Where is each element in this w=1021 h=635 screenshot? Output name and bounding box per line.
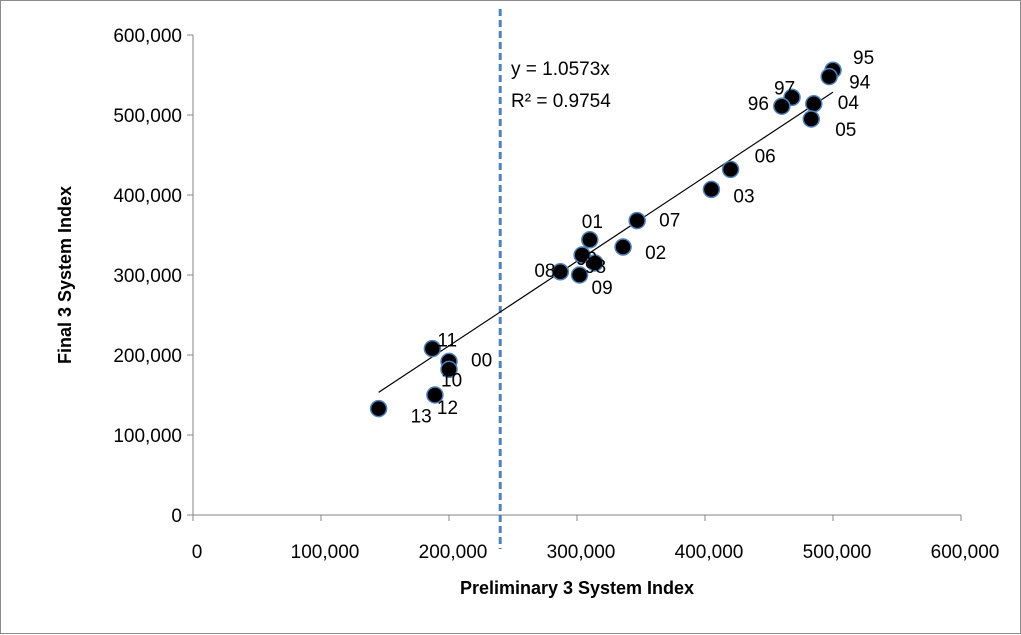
- data-point: [573, 246, 591, 264]
- trendline-r-squared: R² = 0.9754: [511, 91, 611, 112]
- point-label: 09: [592, 278, 613, 299]
- data-point: [702, 180, 721, 199]
- x-tick-label: 0: [192, 542, 203, 563]
- point-label: 95: [853, 48, 874, 69]
- data-point: [423, 339, 442, 358]
- y-tick-label: 600,000: [113, 26, 182, 47]
- x-tick-label: 400,000: [675, 542, 744, 563]
- y-tick-label: 100,000: [113, 426, 182, 447]
- x-tick-label: 100,000: [291, 542, 360, 563]
- trendline: [378, 91, 834, 393]
- point-label: 97: [774, 78, 795, 99]
- point-label: 13: [411, 407, 432, 428]
- axes: [187, 34, 962, 521]
- point-label: 94: [849, 73, 871, 94]
- data-point: [440, 360, 458, 379]
- data-point: [581, 231, 599, 249]
- y-tick-label: 300,000: [113, 266, 182, 287]
- y-tick-label: 200,000: [113, 346, 182, 367]
- data-points: [369, 61, 842, 418]
- data-point: [426, 386, 444, 404]
- tick-labels: 0 100,000 200,000 300,000 400,000 500,000 600,…: [113, 26, 999, 563]
- point-label: 96: [748, 94, 769, 115]
- point-label: 11: [437, 331, 457, 352]
- y-axis-title: Final 3 System Index: [55, 186, 75, 364]
- point-label: 03: [733, 186, 754, 207]
- data-point: [570, 266, 589, 284]
- data-point: [802, 110, 820, 128]
- point-label: 07: [659, 211, 680, 232]
- x-tick-label: 300,000: [547, 542, 616, 563]
- data-point: [773, 97, 791, 115]
- data-point: [721, 160, 740, 179]
- y-tick-label: 0: [171, 506, 182, 527]
- y-tick-label: 500,000: [113, 106, 182, 127]
- data-point: [805, 95, 823, 113]
- x-tick-label: 200,000: [419, 542, 488, 563]
- point-label: 98: [585, 257, 606, 278]
- point-label: 00: [471, 350, 492, 371]
- x-tick-label: 500,000: [803, 542, 872, 563]
- data-point: [586, 254, 604, 272]
- x-axis-title: Preliminary 3 System Index: [460, 578, 694, 598]
- data-point: [614, 238, 632, 256]
- point-label: 99: [576, 249, 597, 270]
- point-label: 02: [645, 243, 666, 264]
- trendline-group: [378, 91, 834, 393]
- point-label: 10: [441, 370, 462, 391]
- point-label: 08: [534, 261, 555, 282]
- point-label: 04: [838, 93, 860, 114]
- point-label: 06: [755, 146, 776, 167]
- y-tick-label: 400,000: [113, 186, 182, 207]
- data-point: [628, 211, 646, 230]
- x-tick-label: 600,000: [931, 542, 1000, 563]
- point-label: 05: [835, 120, 856, 141]
- trendline-equation: y = 1.0573x: [511, 59, 610, 80]
- data-point: [551, 263, 570, 281]
- point-label: 12: [437, 398, 458, 419]
- data-point: [369, 399, 388, 418]
- data-point: [820, 67, 838, 86]
- point-label: 01: [582, 212, 603, 233]
